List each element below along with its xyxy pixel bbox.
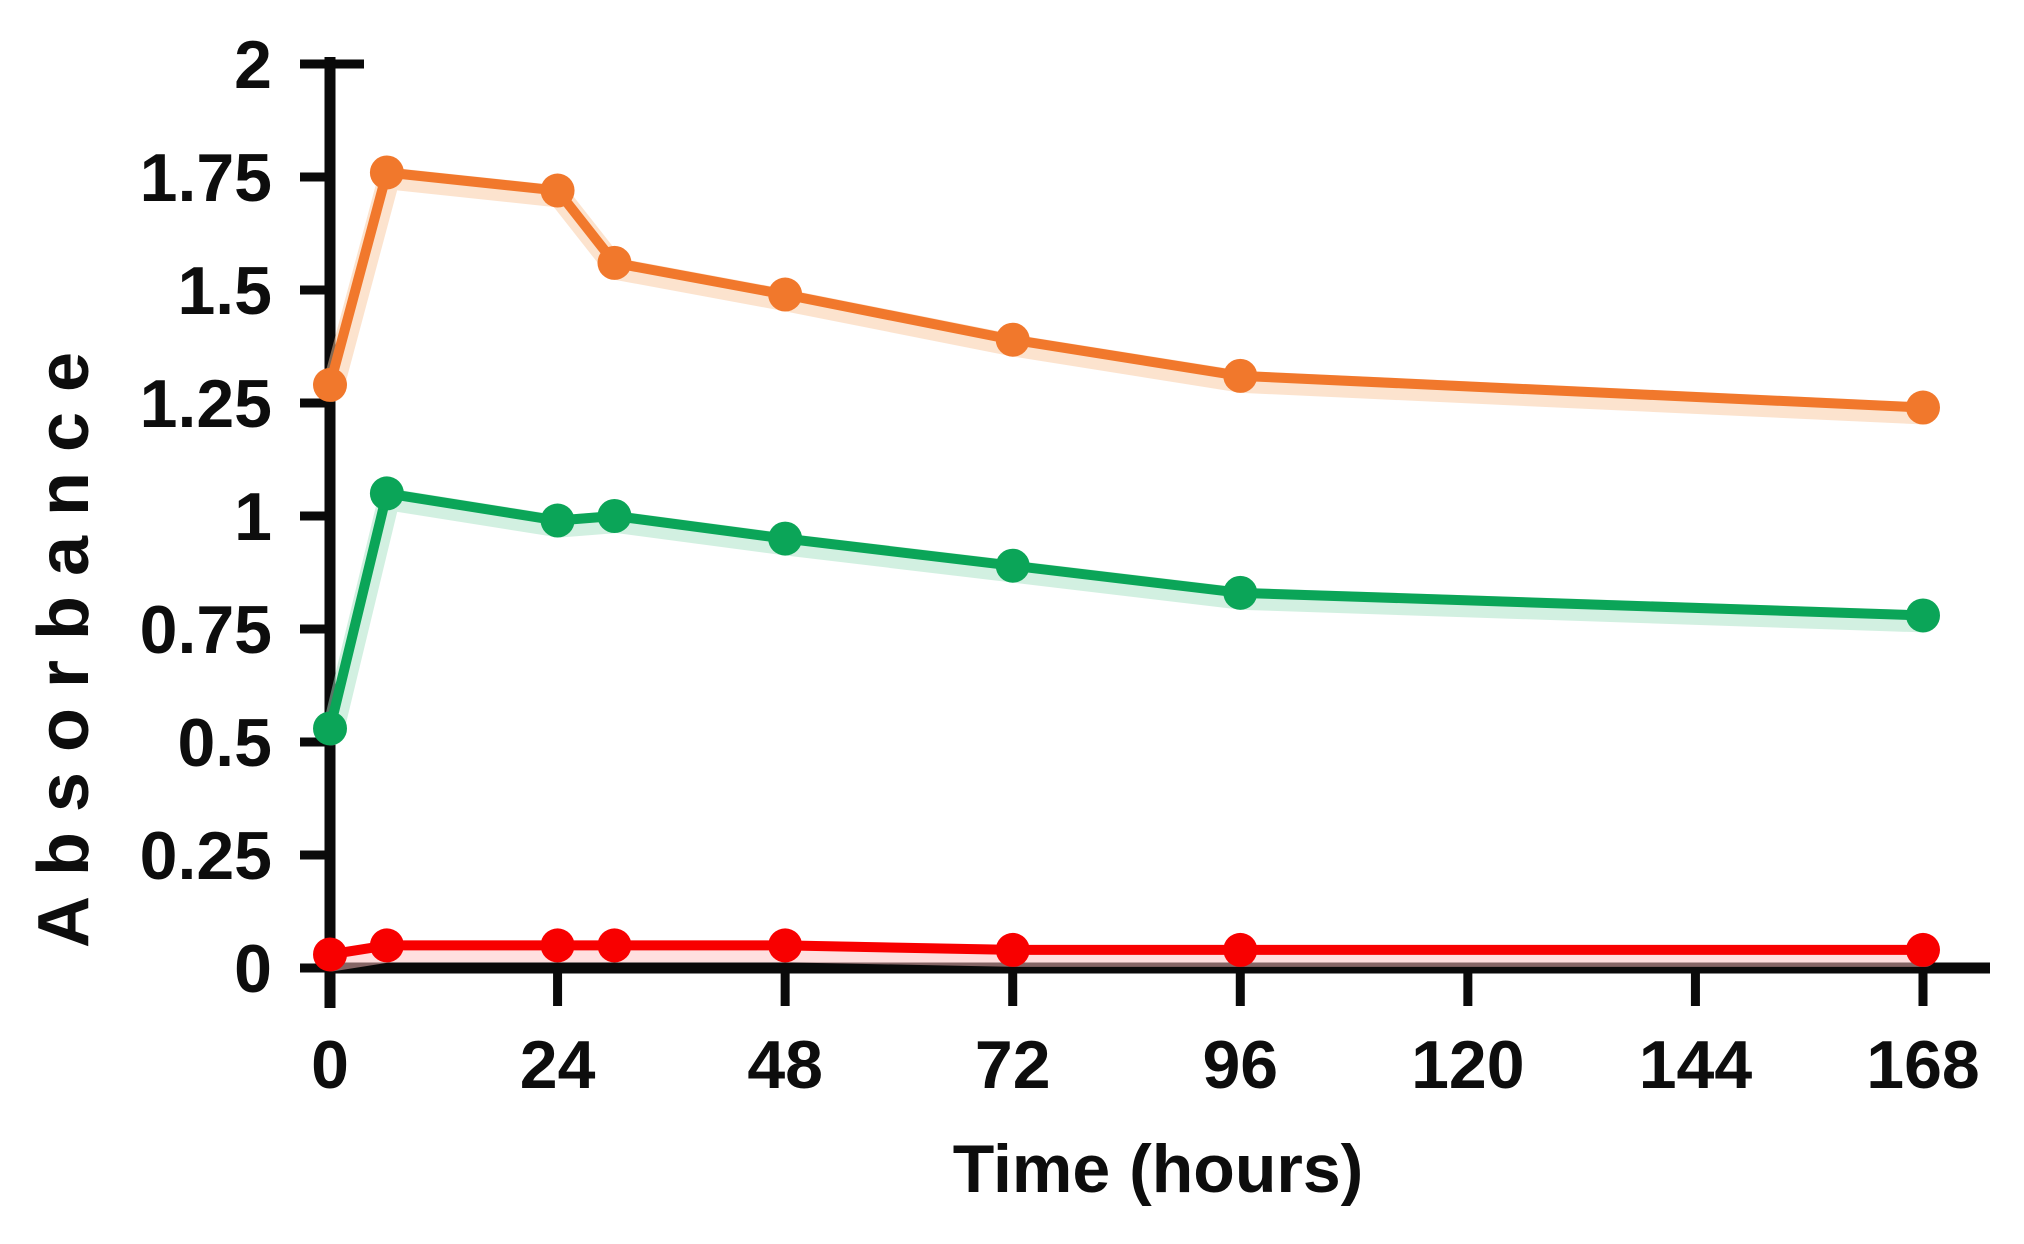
marker-orange-0h — [313, 367, 347, 402]
series-halo-orange — [321, 167, 1936, 425]
series-line-green — [325, 488, 1928, 734]
marker-orange-30h — [597, 245, 632, 280]
x-tick-label-120: 120 — [1411, 1027, 1524, 1103]
marker-red-168h — [1906, 932, 1940, 967]
marker-orange-72h — [995, 322, 1030, 357]
marker-orange-96h — [1223, 358, 1258, 393]
marker-red-6h — [369, 928, 404, 963]
marker-red-96h — [1223, 932, 1258, 967]
y-tick-label-0.5: 0.5 — [177, 705, 272, 781]
marker-red-0h — [313, 937, 347, 972]
series-line-orange — [325, 167, 1928, 413]
y-tick-label-0: 0 — [234, 931, 272, 1007]
x-tick-label-72: 72 — [975, 1027, 1051, 1103]
series-line-red — [325, 940, 1928, 960]
marker-green-24h — [540, 503, 575, 538]
marker-red-30h — [597, 928, 632, 963]
marker-red-24h — [540, 928, 575, 963]
marker-green-48h — [768, 521, 803, 556]
y-axis-title: Absorbance — [24, 332, 104, 948]
marker-green-168h — [1906, 598, 1940, 633]
y-tick-label-1.5: 1.5 — [177, 253, 272, 329]
y-tick-label-1.25: 1.25 — [140, 366, 272, 442]
y-tick-label-0.75: 0.75 — [140, 592, 272, 668]
x-tick-label-96: 96 — [1202, 1027, 1278, 1103]
marker-orange-6h — [369, 155, 404, 190]
y-tick-label-0.25: 0.25 — [140, 818, 272, 894]
marker-green-72h — [995, 548, 1030, 583]
marker-orange-24h — [540, 173, 575, 208]
marker-red-48h — [768, 928, 803, 963]
marker-green-0h — [313, 711, 347, 746]
y-tick-label-1.75: 1.75 — [140, 140, 272, 216]
x-axis-title: Time (hours) — [953, 1131, 1364, 1207]
x-tick-label-48: 48 — [747, 1027, 823, 1103]
marker-green-30h — [597, 499, 632, 533]
marker-orange-48h — [768, 277, 803, 312]
y-tick-label-2: 2 — [234, 27, 272, 103]
y-tick-label-1: 1 — [234, 479, 272, 555]
x-tick-label-144: 144 — [1639, 1027, 1753, 1103]
x-tick-label-24: 24 — [520, 1027, 596, 1103]
series-halo-green — [321, 488, 1936, 746]
x-tick-label-168: 168 — [1866, 1027, 1979, 1103]
marker-green-6h — [369, 476, 404, 511]
marker-green-96h — [1223, 575, 1258, 610]
series-halo-red — [321, 940, 1936, 972]
x-tick-label-0: 0 — [311, 1027, 349, 1103]
marker-orange-168h — [1906, 390, 1940, 425]
marker-red-72h — [995, 932, 1030, 967]
